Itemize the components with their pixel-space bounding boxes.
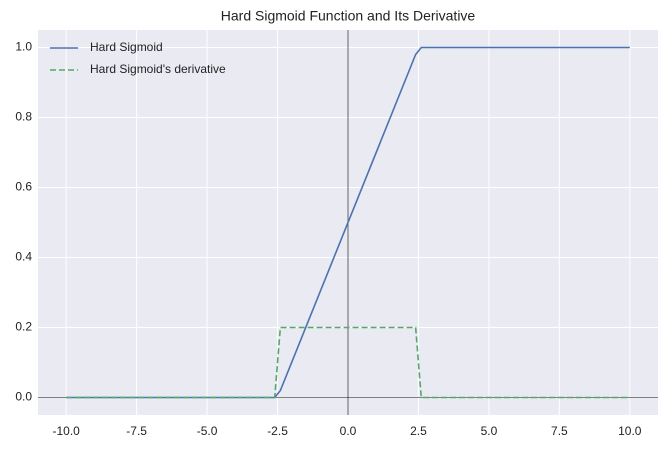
x-tick-label: -5.0 — [197, 424, 218, 438]
x-tick-label: -7.5 — [126, 424, 147, 438]
legend-label: Hard Sigmoid's derivative — [90, 62, 226, 76]
x-tick-label: 2.5 — [410, 424, 427, 438]
x-tick-label: 7.5 — [551, 424, 568, 438]
y-tick-label: 0.4 — [15, 250, 32, 264]
legend-label: Hard Sigmoid — [90, 40, 163, 54]
y-tick-label: 0.8 — [15, 110, 32, 124]
x-tick-label: -10.0 — [53, 424, 81, 438]
y-tick-label: 0.6 — [15, 180, 32, 194]
x-tick-label: -2.5 — [267, 424, 288, 438]
y-tick-label: 0.0 — [15, 390, 32, 404]
line-series — [66, 326, 630, 399]
y-tick-label: 1.0 — [15, 40, 32, 54]
x-tick-label: 5.0 — [481, 424, 498, 438]
x-tick-label: 10.0 — [618, 424, 642, 438]
chart-title: Hard Sigmoid Function and Its Derivative — [221, 8, 476, 24]
y-tick-label: 0.2 — [15, 320, 32, 334]
x-tick-label: 0.0 — [340, 424, 357, 438]
